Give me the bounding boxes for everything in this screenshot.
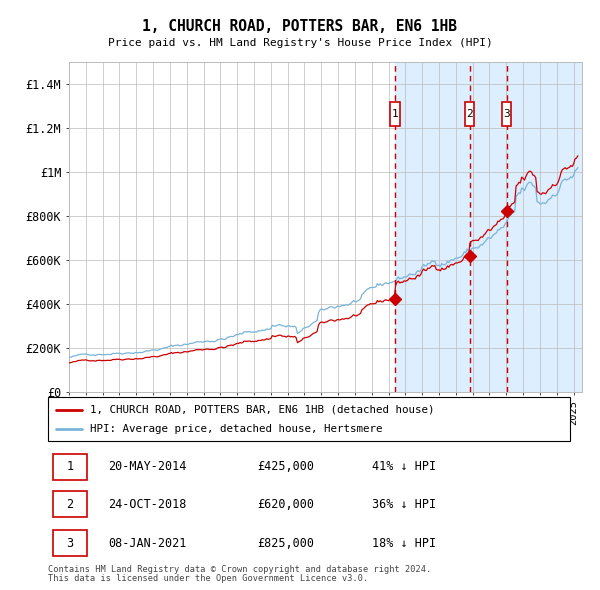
Bar <box>53 454 87 480</box>
Text: 1, CHURCH ROAD, POTTERS BAR, EN6 1HB: 1, CHURCH ROAD, POTTERS BAR, EN6 1HB <box>143 19 458 34</box>
Bar <box>390 101 400 126</box>
Text: This data is licensed under the Open Government Licence v3.0.: This data is licensed under the Open Gov… <box>48 574 368 583</box>
Text: £620,000: £620,000 <box>257 498 314 511</box>
Text: Contains HM Land Registry data © Crown copyright and database right 2024.: Contains HM Land Registry data © Crown c… <box>48 565 431 574</box>
Text: £825,000: £825,000 <box>257 537 314 550</box>
Text: 3: 3 <box>503 109 510 119</box>
Text: 41% ↓ HPI: 41% ↓ HPI <box>371 460 436 473</box>
Text: 1: 1 <box>67 460 74 473</box>
Text: 3: 3 <box>67 537 74 550</box>
Text: £425,000: £425,000 <box>257 460 314 473</box>
Text: 2: 2 <box>67 498 74 511</box>
Bar <box>53 530 87 556</box>
Bar <box>502 101 511 126</box>
Text: HPI: Average price, detached house, Hertsmere: HPI: Average price, detached house, Hert… <box>90 424 382 434</box>
Text: 1: 1 <box>392 109 398 119</box>
Bar <box>465 101 475 126</box>
Text: 24-OCT-2018: 24-OCT-2018 <box>108 498 187 511</box>
Text: 20-MAY-2014: 20-MAY-2014 <box>108 460 187 473</box>
Bar <box>53 491 87 517</box>
Text: 08-JAN-2021: 08-JAN-2021 <box>108 537 187 550</box>
Text: 1, CHURCH ROAD, POTTERS BAR, EN6 1HB (detached house): 1, CHURCH ROAD, POTTERS BAR, EN6 1HB (de… <box>90 405 434 415</box>
Bar <box>395 62 582 392</box>
Text: Price paid vs. HM Land Registry's House Price Index (HPI): Price paid vs. HM Land Registry's House … <box>107 38 493 48</box>
Text: 18% ↓ HPI: 18% ↓ HPI <box>371 537 436 550</box>
Text: 2: 2 <box>466 109 473 119</box>
Text: 36% ↓ HPI: 36% ↓ HPI <box>371 498 436 511</box>
